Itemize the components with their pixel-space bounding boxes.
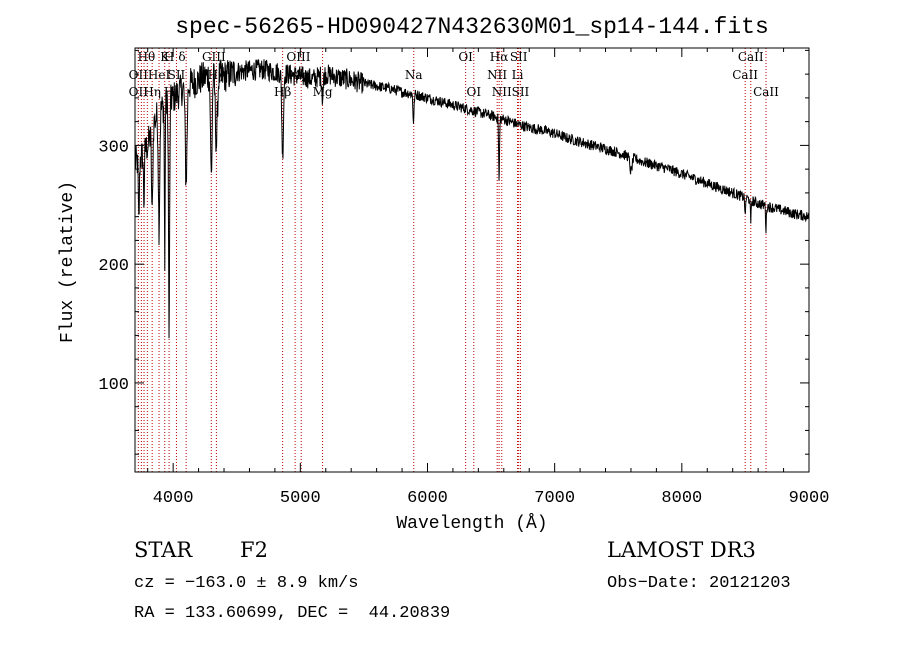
line-label: OIII (286, 50, 310, 64)
line-label: GIII (202, 50, 226, 64)
y-axis-label: Flux (relative) (58, 181, 78, 343)
line-label: Hη (143, 85, 161, 99)
spectrum-line (134, 59, 810, 339)
line-label: Na (405, 68, 423, 82)
y-tick-label: 200 (98, 257, 129, 276)
line-label: Li (512, 68, 524, 82)
line-label: OII (129, 85, 149, 99)
line-label: NII (487, 68, 507, 82)
spectral-class: F2 (240, 538, 268, 562)
survey-name: LAMOST DR3 (607, 538, 756, 562)
x-tick-label: 4000 (153, 489, 194, 508)
y-tick-label: 300 (98, 138, 129, 157)
plot-frame (134, 47, 810, 473)
line-label: Mg (288, 68, 308, 82)
line-label: CaII (753, 85, 779, 99)
line-label: Hα (490, 50, 509, 64)
line-label: SII (168, 68, 186, 82)
line-label: CaII (732, 68, 758, 82)
line-label: OI (466, 85, 481, 99)
line-label: Hθ (138, 50, 156, 64)
obs-date: Obs−Date: 20121203 (607, 574, 791, 593)
line-label: SII (512, 85, 530, 99)
axis-ticks: 4000 5000 6000 7000 8000 9000 100 200 300 (98, 48, 829, 508)
line-label: Hγ (208, 68, 226, 82)
line-label: OII (129, 68, 149, 82)
x-tick-label: 7000 (534, 489, 575, 508)
object-type: STAR (134, 538, 193, 562)
coordinates: RA = 133.60699, DEC = 44.20839 (134, 604, 451, 623)
x-tick-label: 6000 (407, 489, 448, 508)
line-label: CaII (738, 50, 764, 64)
x-axis-label: Wavelength (Å) (396, 513, 547, 534)
line-label: OI (458, 50, 473, 64)
redshift-cz: cz = −163.0 ± 8.9 km/s (134, 574, 359, 593)
line-label: HeI (148, 68, 171, 82)
chart-title: spec-56265-HD090427N432630M01_sp14-144.f… (175, 14, 769, 40)
line-markers (137, 48, 767, 472)
y-tick-label: 100 (98, 376, 129, 395)
line-label: H (164, 50, 174, 64)
line-label: Mg (313, 85, 333, 99)
line-label: H (164, 85, 174, 99)
x-tick-label: 9000 (789, 489, 830, 508)
x-tick-label: 8000 (661, 489, 702, 508)
line-label: K (160, 50, 170, 64)
line-label: δ (178, 50, 185, 64)
line-label: Hβ (274, 85, 291, 99)
line-label: NII (492, 85, 512, 99)
line-label: SII (510, 50, 528, 64)
x-tick-label: 5000 (280, 489, 321, 508)
